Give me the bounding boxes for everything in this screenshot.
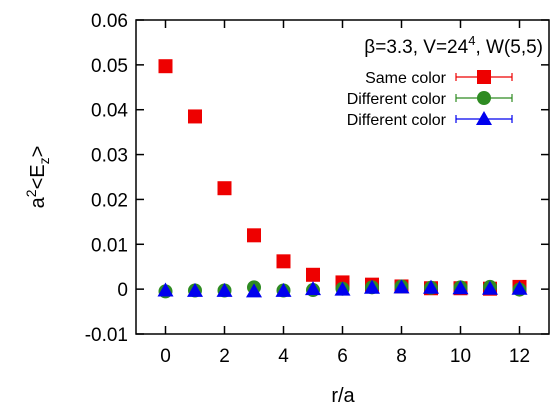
chart-title-tail: , W(5,5) (475, 37, 543, 58)
y-tick-label: 0.06 (91, 11, 128, 32)
y-tick-label: 0 (117, 280, 128, 301)
legend-label: Different color (347, 112, 447, 129)
point-series-3 (511, 280, 528, 295)
x-tick-label: 2 (219, 346, 230, 367)
x-tick-label: 10 (450, 346, 471, 367)
point-series-3 (482, 280, 498, 295)
y-axis-label-base: a (27, 196, 49, 208)
y-axis-label-end: > (27, 146, 49, 158)
legend-marker (477, 91, 491, 105)
point-series-3 (334, 281, 351, 296)
y-axis-label-mid: <E (27, 164, 49, 189)
y-tick-label: 0.01 (91, 235, 128, 256)
x-tick-label: 6 (337, 346, 348, 367)
y-tick-label: 0.05 (91, 56, 128, 77)
point-series-1 (276, 254, 291, 269)
point-series-3 (305, 281, 321, 296)
data-marks (157, 59, 528, 299)
point-series-1 (306, 267, 320, 282)
point-series-3 (187, 282, 203, 297)
chart-title-main: β=3.3, V=24 (364, 37, 468, 58)
legend: Same color Different color Different color (347, 70, 513, 129)
point-series-1 (158, 59, 173, 74)
x-tick-label: 0 (160, 346, 171, 367)
point-series-3 (157, 282, 174, 297)
legend-label: Same color (365, 70, 447, 87)
x-tick-label: 8 (396, 346, 407, 367)
point-series-3 (393, 279, 410, 294)
y-tick-label: -0.01 (85, 325, 128, 346)
y-tick-label: 0.04 (91, 101, 128, 122)
point-series-3 (423, 279, 439, 294)
y-tick-label: 0.02 (91, 190, 128, 211)
point-series-3 (452, 280, 469, 295)
point-series-3 (246, 283, 262, 298)
x-axis-label: r/a (331, 385, 355, 407)
y-axis-label-sub: z (36, 157, 52, 164)
y-axis-label-sup: 2 (23, 189, 39, 197)
y-tick-label: 0.03 (91, 146, 128, 167)
x-tick-label: 12 (509, 346, 530, 367)
point-series-3 (364, 279, 380, 294)
legend-marker (476, 111, 492, 125)
point-series-1 (188, 109, 202, 124)
x-tick-label: 4 (278, 346, 289, 367)
tick-labels: 0 2 4 6 8 10 12 -0.01 0 0.01 0.02 0.03 0.04 0.05 0.06 (85, 11, 530, 367)
point-series-1 (217, 181, 232, 196)
y-axis-label: a2<Ez> (23, 146, 52, 209)
point-series-1 (247, 228, 261, 243)
point-series-3 (275, 282, 292, 297)
chart-title-sup: 4 (468, 33, 475, 48)
legend-label: Different color (347, 91, 447, 108)
axis-ticks (136, 19, 549, 335)
point-series-3 (216, 282, 233, 297)
legend-marker (477, 70, 491, 84)
chart-title: β=3.3, V=244, W(5,5) (364, 33, 543, 58)
